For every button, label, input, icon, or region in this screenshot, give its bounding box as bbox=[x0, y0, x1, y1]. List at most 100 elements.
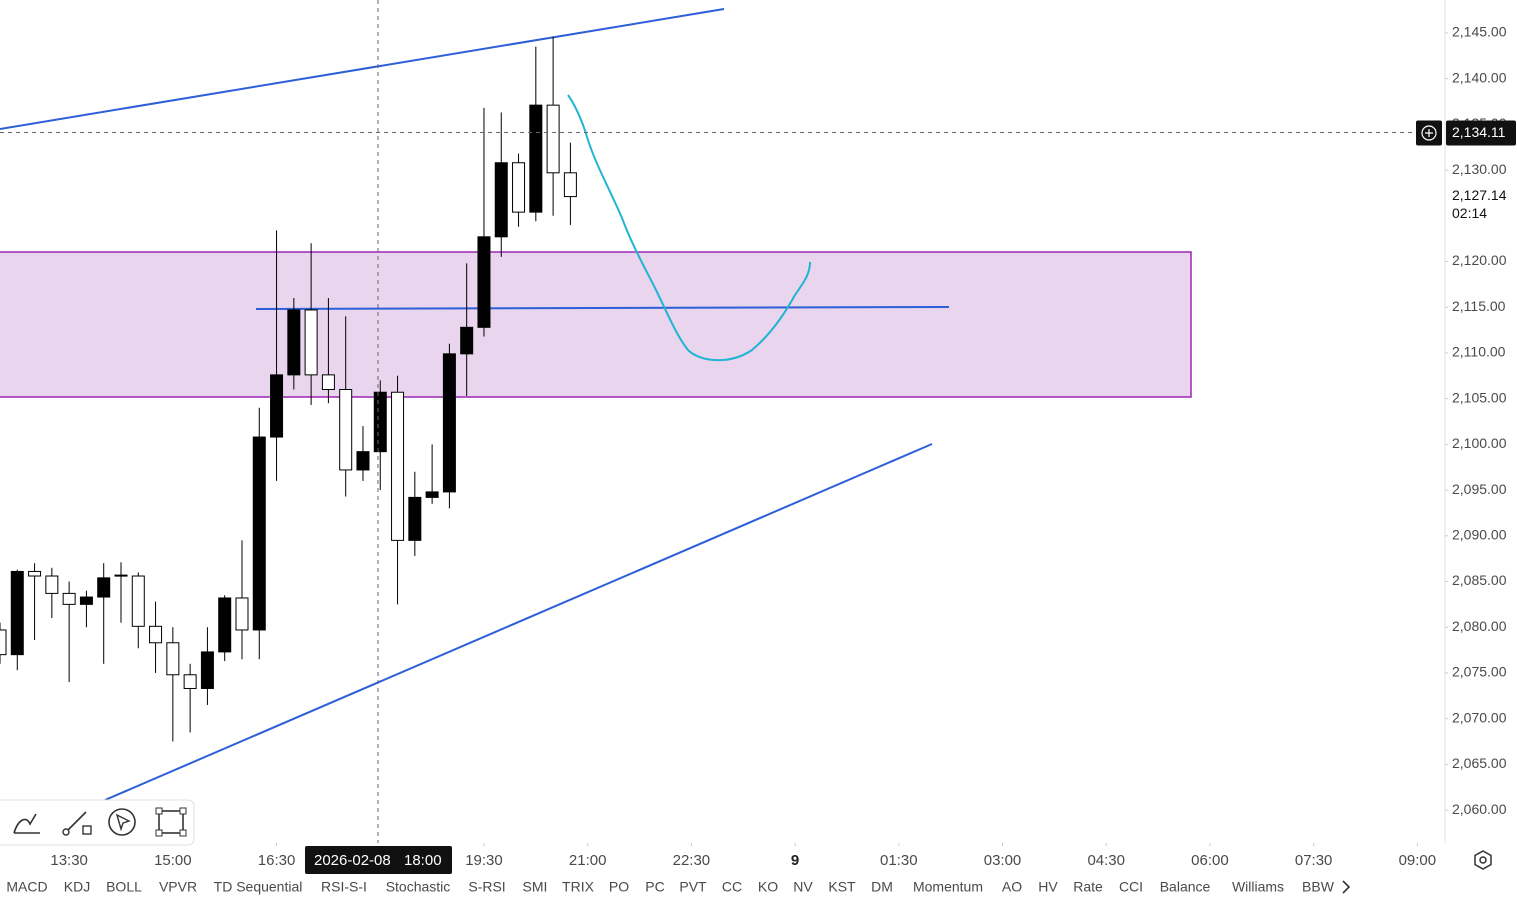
candle-body bbox=[131, 575, 145, 627]
line-tool[interactable] bbox=[62, 811, 92, 836]
candle-body bbox=[425, 491, 439, 498]
candle-body bbox=[356, 451, 370, 471]
candle-body bbox=[166, 642, 180, 676]
candle-body bbox=[235, 597, 249, 631]
x-tick-label: 07:30 bbox=[1295, 852, 1333, 869]
freehand-curve bbox=[567, 94, 811, 362]
indicator-tab[interactable]: Momentum bbox=[913, 879, 983, 895]
indicator-tab[interactable]: AO bbox=[1002, 879, 1022, 895]
y-tick-label: 2,080.00 bbox=[1452, 618, 1507, 634]
indicator-tab[interactable]: HV bbox=[1038, 879, 1058, 895]
crosshair-price-label: 2,134.11 bbox=[1452, 124, 1506, 140]
y-tick-label: 2,120.00 bbox=[1452, 252, 1507, 268]
candle-body bbox=[408, 496, 422, 541]
indicator-tab[interactable]: PC bbox=[645, 879, 664, 895]
toolbar-panel bbox=[0, 799, 195, 846]
trend-line bbox=[104, 443, 933, 801]
rectangle-tool[interactable] bbox=[155, 807, 187, 837]
candle-body bbox=[391, 391, 405, 541]
indicator-tab[interactable]: BBW bbox=[1302, 879, 1335, 895]
candle-body bbox=[529, 104, 543, 213]
candle-body bbox=[252, 436, 266, 631]
y-tick-label: 2,075.00 bbox=[1452, 664, 1507, 680]
indicator-tab[interactable]: CCI bbox=[1119, 879, 1143, 895]
indicator-tab[interactable]: S-RSI bbox=[468, 879, 505, 895]
indicator-tab[interactable]: BOLL bbox=[106, 879, 142, 895]
x-tick-label: 21:00 bbox=[569, 852, 607, 869]
crosshair-plus-icon[interactable] bbox=[1421, 125, 1437, 141]
indicator-tab[interactable]: VPVR bbox=[159, 879, 197, 895]
trend-line bbox=[0, 8, 725, 130]
indicator-tab[interactable]: Williams bbox=[1232, 879, 1284, 895]
indicator-tab[interactable]: KST bbox=[828, 879, 856, 895]
candle-body bbox=[460, 326, 474, 355]
crosshair-plus-icon[interactable] bbox=[1425, 128, 1433, 137]
x-tick-label: 15:00 bbox=[154, 852, 192, 869]
crosshair-date: 2026-02-08 bbox=[314, 852, 391, 869]
indicator-tab[interactable]: CC bbox=[722, 879, 742, 895]
candle-body bbox=[546, 104, 560, 174]
y-tick-label: 2,140.00 bbox=[1452, 69, 1507, 85]
indicator-tab[interactable]: NV bbox=[793, 879, 813, 895]
candle-body bbox=[442, 353, 456, 493]
y-tick-label: 2,100.00 bbox=[1452, 435, 1507, 451]
indicator-tab[interactable]: MACD bbox=[6, 879, 47, 895]
x-tick-label: 01:30 bbox=[880, 852, 918, 869]
crosshair-time: 18:00 bbox=[404, 852, 442, 869]
indicator-tab[interactable]: Rate bbox=[1073, 879, 1103, 895]
indicator-tab[interactable]: TRIX bbox=[562, 879, 595, 895]
indicator-tab[interactable]: DM bbox=[871, 879, 893, 895]
crosshair-time-box bbox=[305, 846, 452, 874]
y-tick-label: 2,085.00 bbox=[1452, 572, 1507, 588]
candle-body bbox=[304, 309, 318, 376]
indicator-tab[interactable]: Stochastic bbox=[386, 879, 451, 895]
x-tick-label: 16:30 bbox=[258, 852, 296, 869]
drawing-toolbar bbox=[0, 799, 195, 846]
y-tick-label: 2,110.00 bbox=[1452, 344, 1506, 360]
indicator-tab[interactable]: KO bbox=[758, 879, 778, 895]
y-tick-label: 2,095.00 bbox=[1452, 481, 1507, 497]
candle-body bbox=[494, 162, 508, 238]
indicator-tab[interactable]: TD Sequential bbox=[214, 879, 303, 895]
indicator-tab[interactable]: PVT bbox=[679, 879, 707, 895]
candle-body bbox=[339, 388, 353, 471]
zone-rectangle bbox=[0, 251, 1192, 398]
indicator-tab[interactable]: RSI-S-I bbox=[321, 879, 367, 895]
candle-body bbox=[97, 577, 111, 598]
cursor-tool[interactable] bbox=[108, 808, 136, 836]
tabs-scroll-right[interactable] bbox=[1342, 880, 1351, 894]
y-tick-label: 2,105.00 bbox=[1452, 389, 1507, 405]
x-tick-label: 03:00 bbox=[984, 852, 1022, 869]
x-tick-label: 19:30 bbox=[465, 852, 503, 869]
x-tick-label: 9 bbox=[791, 852, 799, 869]
indicator-tab[interactable]: PO bbox=[609, 879, 629, 895]
candle-body bbox=[0, 629, 7, 656]
x-tick-label: 22:30 bbox=[673, 852, 711, 869]
candle-body bbox=[79, 596, 93, 605]
indicator-tab[interactable]: SMI bbox=[523, 879, 548, 895]
brush-tool[interactable] bbox=[13, 813, 40, 834]
candle-body bbox=[270, 374, 284, 438]
indicator-tabs: MACD KDJ BOLL VPVR TD Sequential RSI-S-I Stoch… bbox=[6, 879, 1334, 895]
candle-body bbox=[114, 574, 128, 577]
candle-body bbox=[149, 625, 163, 644]
indicator-tab[interactable]: Balance bbox=[1160, 879, 1211, 895]
candle-body bbox=[373, 391, 387, 453]
drawings bbox=[0, 8, 1192, 801]
candle-body bbox=[62, 592, 76, 605]
candle-body bbox=[28, 570, 42, 577]
last-price-label: 2,127.14 bbox=[1452, 187, 1507, 203]
crosshair-price-box bbox=[1446, 120, 1516, 146]
candle-body bbox=[218, 597, 232, 653]
y-tick-label: 2,070.00 bbox=[1452, 709, 1507, 725]
indicator-tab[interactable]: KDJ bbox=[64, 879, 90, 895]
candle-body bbox=[45, 575, 59, 594]
settings-icon[interactable] bbox=[1474, 850, 1492, 870]
x-tick-label: 09:00 bbox=[1399, 852, 1437, 869]
time-axis: 13:30 15:00 16:30 19:30 21:00 22:30 9 01:30 03:0… bbox=[50, 843, 1436, 869]
y-tick-label: 2,090.00 bbox=[1452, 526, 1507, 542]
candle-body bbox=[563, 172, 577, 198]
candle-body bbox=[477, 236, 491, 328]
candle-body bbox=[512, 162, 526, 213]
